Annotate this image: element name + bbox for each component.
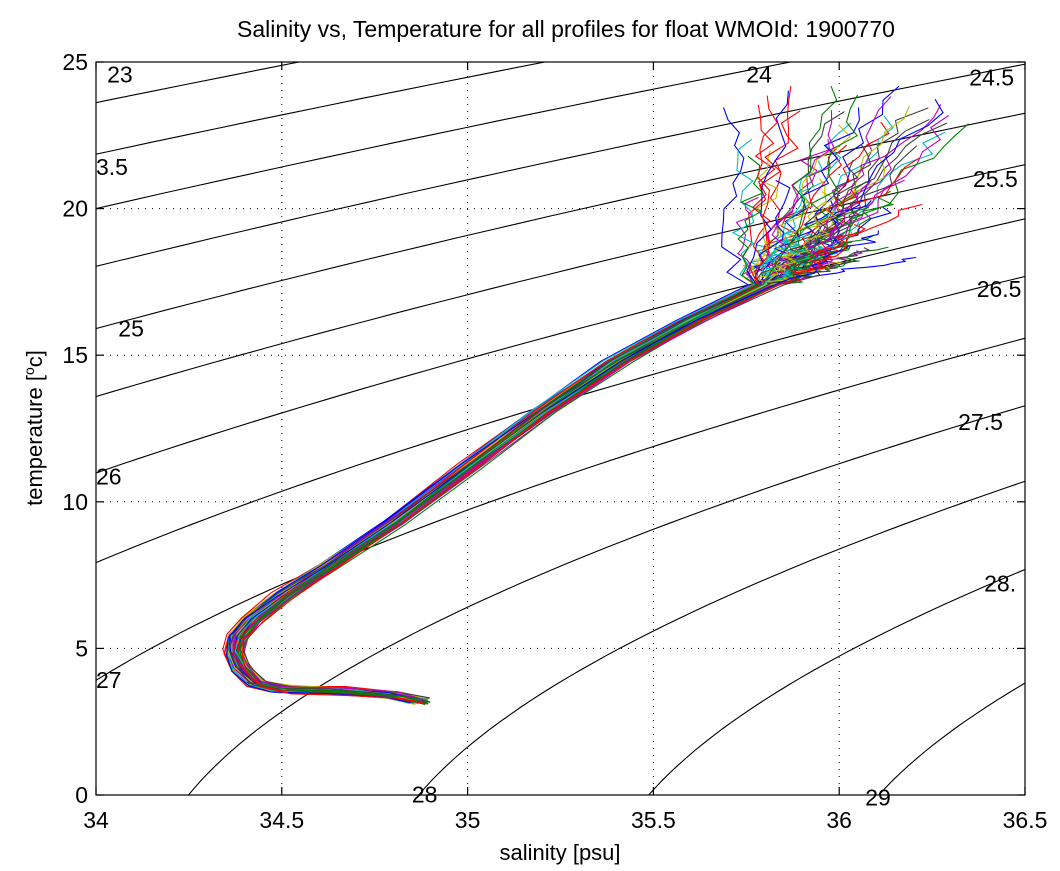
density-contour-line [96,112,1025,330]
profile-line [240,261,842,699]
density-contour-line [647,568,1025,795]
y-axis-label-text: temperature [ [22,375,47,506]
contour-label: 27 [96,667,122,693]
profile-line [226,230,880,704]
density-contour-line [96,62,548,155]
contour-label: 3.5 [96,154,128,180]
profile-line [241,203,923,705]
profile-line [239,85,838,702]
contour-label: 26.5 [977,276,1022,302]
density-contour-line [96,218,1025,474]
profile-line [233,159,859,703]
profile-line [232,105,910,702]
x-tick-label: 36.5 [1003,807,1048,833]
profile-line [238,223,866,699]
x-tick-label: 36 [826,807,852,833]
y-tick-label: 25 [62,49,88,75]
density-contour-line [96,63,1025,267]
profile-line [237,236,830,701]
y-tick-label: 10 [62,489,88,515]
profile-line [240,104,776,704]
profile-line [226,247,871,701]
y-tick-labels: 0 5 10 15 20 25 [62,49,88,808]
profile-line [242,235,873,703]
profile-line [227,138,756,704]
profile-line [240,180,872,701]
profile-line [236,234,843,702]
density-contours [96,62,1025,795]
grid-lines [96,62,1025,795]
density-contour-line [96,62,794,210]
profile-line [225,178,827,704]
y-axis-label: temperature [oc] [21,350,47,506]
profile-line [240,123,969,706]
contour-label: 29 [865,784,891,810]
y-tick-label: 5 [75,635,88,661]
contour-label: 26 [96,463,122,489]
contour-label: 25 [118,315,144,341]
axis-ticks [95,61,1026,796]
profile-line [229,110,801,700]
x-axis-label: salinity [psu] [499,840,620,865]
profile-line [228,260,860,699]
profile-line [230,255,840,701]
contour-label: 28. [984,570,1016,596]
y-tick-label: 20 [62,196,88,222]
profile-line [227,205,838,702]
profile-line [241,243,835,701]
y-tick-label: 0 [75,782,88,808]
profile-line [242,131,946,703]
density-contour-line [187,405,1025,795]
density-contour-line [878,682,1025,795]
profile-line [223,256,916,703]
profile-line [229,107,929,698]
contour-label: 25.5 [973,166,1018,192]
density-contour-line [417,480,1025,795]
profile-line [232,110,835,699]
density-contour-line [96,337,1025,682]
profile-line [225,107,750,703]
x-tick-label: 34 [83,807,109,833]
density-contour-line [96,275,1025,564]
x-tick-label: 34.5 [259,807,304,833]
chart-title: Salinity vs, Temperature for all profile… [237,16,895,42]
profile-line [224,200,809,701]
plot-frame [95,61,1026,796]
profile-line [231,149,779,706]
profile-line [231,86,792,704]
x-tick-label: 35.5 [631,807,676,833]
profile-line [237,155,764,704]
profile-line [242,155,886,703]
profile-line [226,241,853,704]
profile-lines [222,85,969,706]
profile-line [237,95,778,705]
y-axis-label-sup: o [21,367,37,375]
profile-line [236,234,843,702]
contour-label: 23 [107,62,133,88]
y-tick-label: 15 [62,342,88,368]
contour-label: 24 [746,62,772,88]
x-tick-label: 35 [455,807,481,833]
contour-label: 27.5 [958,409,1003,435]
contour-label: 24.5 [969,65,1014,91]
profile-line [230,119,930,701]
profile-line [229,90,789,700]
x-tick-labels: 34 34.5 35 35.5 36 36.5 [83,807,1047,833]
profile-line [237,244,856,698]
profile-line [226,191,836,701]
y-axis-label-unit: c] [22,350,47,367]
